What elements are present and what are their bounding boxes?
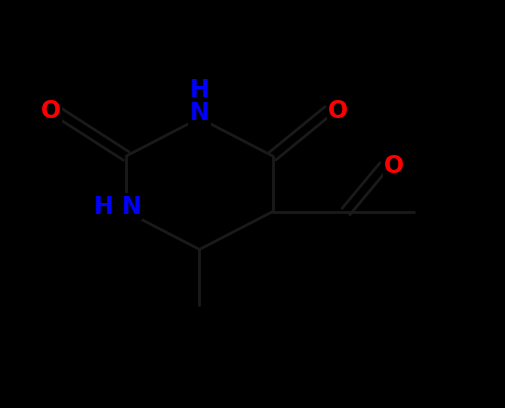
Text: O: O: [384, 154, 404, 178]
Text: N: N: [121, 195, 141, 219]
Text: N: N: [189, 101, 210, 125]
Text: O: O: [40, 99, 61, 122]
Text: H: H: [93, 195, 114, 219]
Text: H: H: [189, 78, 210, 102]
Text: O: O: [328, 99, 348, 122]
